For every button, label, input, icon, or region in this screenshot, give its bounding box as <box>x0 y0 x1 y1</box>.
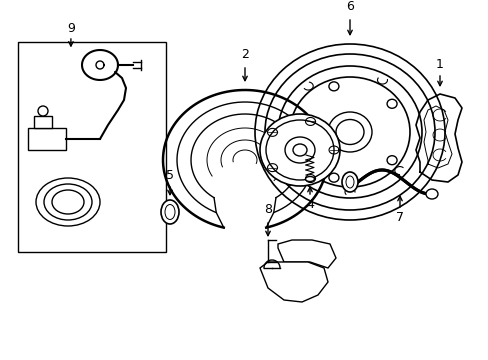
Ellipse shape <box>327 112 371 152</box>
Ellipse shape <box>36 178 100 226</box>
Text: 8: 8 <box>264 203 271 216</box>
Ellipse shape <box>265 120 333 180</box>
Ellipse shape <box>38 106 48 116</box>
Ellipse shape <box>260 114 339 186</box>
Ellipse shape <box>52 190 84 214</box>
Ellipse shape <box>328 173 338 182</box>
Ellipse shape <box>335 120 363 144</box>
Ellipse shape <box>254 44 444 220</box>
Text: 1: 1 <box>435 58 443 71</box>
Text: 4: 4 <box>305 198 313 211</box>
Ellipse shape <box>328 82 338 91</box>
Ellipse shape <box>292 144 306 156</box>
Ellipse shape <box>44 184 92 220</box>
Text: 6: 6 <box>346 0 353 13</box>
Bar <box>18 42 165 252</box>
Ellipse shape <box>164 204 175 220</box>
Text: 7: 7 <box>395 211 403 225</box>
Text: 3: 3 <box>285 72 293 85</box>
Ellipse shape <box>161 200 179 224</box>
Bar <box>34 116 52 128</box>
Ellipse shape <box>285 137 314 163</box>
Ellipse shape <box>264 54 434 210</box>
Ellipse shape <box>341 172 357 192</box>
Ellipse shape <box>278 66 421 198</box>
Ellipse shape <box>386 156 396 165</box>
Polygon shape <box>278 240 335 268</box>
Ellipse shape <box>425 189 437 199</box>
Text: 5: 5 <box>165 170 174 183</box>
Bar <box>28 128 66 150</box>
Ellipse shape <box>305 176 314 181</box>
Ellipse shape <box>346 176 353 188</box>
Polygon shape <box>260 262 327 302</box>
Text: 9: 9 <box>67 22 75 35</box>
Text: 2: 2 <box>241 49 248 62</box>
Ellipse shape <box>292 127 303 136</box>
Ellipse shape <box>289 77 409 187</box>
Ellipse shape <box>386 99 396 108</box>
